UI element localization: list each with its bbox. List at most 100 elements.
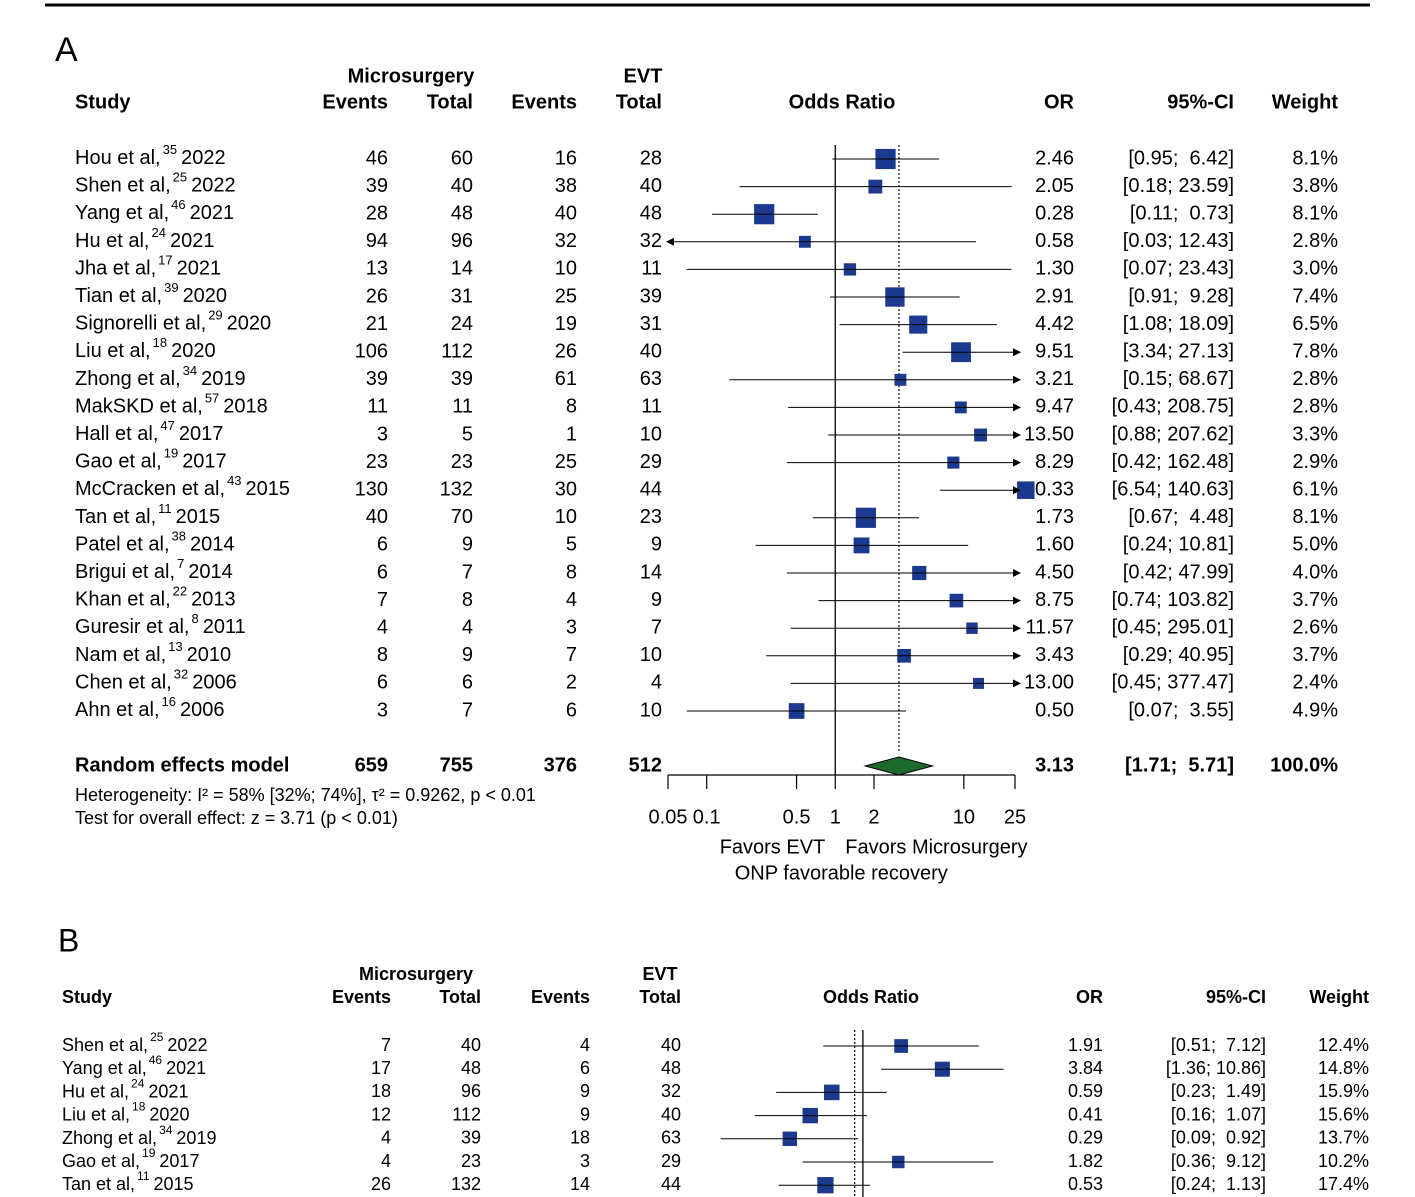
study-label: Liu et al, 18 2020 <box>62 1100 189 1125</box>
study-label: Patel et al, 38 2014 <box>75 529 234 556</box>
ci-arrow <box>1013 431 1021 439</box>
ci-cell: [0.51; 7.12] <box>1171 1035 1266 1055</box>
column-header: Study <box>62 987 112 1007</box>
study-year: 2021 <box>190 202 235 224</box>
weight-cell: 5.0% <box>1292 534 1338 556</box>
total-cell: 9 <box>462 534 473 556</box>
or-cell: 3.21 <box>1035 368 1074 390</box>
events-cell: 5 <box>566 534 577 556</box>
ci-cell: [0.07; 3.55] <box>1128 699 1234 721</box>
study-name: Gao et al, <box>62 1151 140 1171</box>
study-ref: 24 <box>131 1077 145 1091</box>
total-cell: 23 <box>461 1151 481 1171</box>
or-cell: 0.58 <box>1035 230 1074 252</box>
study-name: Liu et al, <box>75 340 151 362</box>
events-cell: 130 <box>355 478 388 500</box>
study-year: 2019 <box>201 368 246 390</box>
ci-cell: [0.45; 295.01] <box>1112 616 1234 638</box>
study-label: Gao et al, 19 2017 <box>75 446 227 473</box>
ci-arrow <box>1013 679 1021 688</box>
favors-label: Favors EVT <box>720 836 826 858</box>
group-header: EVT <box>642 964 677 984</box>
total-cell: 4 <box>651 672 662 694</box>
column-header: OR <box>1076 987 1103 1007</box>
study-ref: 29 <box>208 308 222 323</box>
events-cell: 39 <box>366 368 388 390</box>
study-year: 2022 <box>191 175 236 197</box>
events-cell: 21 <box>366 313 388 335</box>
study-name: Yang et al, <box>62 1058 147 1078</box>
events-cell: 32 <box>555 230 577 252</box>
column-header: 95%-CI <box>1167 91 1234 113</box>
weight-cell: 8.1% <box>1292 202 1338 224</box>
study-name: Khan et al, <box>75 589 171 611</box>
study-name: Guresir et al, <box>75 616 189 638</box>
total-cell: 8 <box>462 589 473 611</box>
study-name: Nam et al, <box>75 644 166 666</box>
study-year: 2017 <box>182 451 227 473</box>
summary-label: Random effects model <box>75 754 289 776</box>
study-ref: 24 <box>151 225 165 240</box>
ci-cell: [0.36; 9.12] <box>1171 1151 1266 1171</box>
study-ref: 7 <box>177 556 184 571</box>
study-year: 2021 <box>170 230 215 252</box>
events-cell: 10 <box>555 258 577 280</box>
events-cell: 18 <box>371 1081 391 1101</box>
study-name: Hu et al, <box>62 1081 129 1101</box>
total-cell: 9 <box>651 534 662 556</box>
total-cell: 39 <box>461 1128 481 1148</box>
study-year: 2017 <box>159 1151 199 1171</box>
study-ref: 19 <box>142 1146 156 1160</box>
total-cell: 32 <box>640 230 662 252</box>
ci-cell: [0.43; 208.75] <box>1112 396 1234 418</box>
study-ref: 16 <box>162 694 176 709</box>
study-year: 2015 <box>176 506 221 528</box>
ci-cell: [0.03; 12.43] <box>1123 230 1234 252</box>
or-cell: 3.84 <box>1068 1058 1103 1078</box>
or-cell: 4.42 <box>1035 313 1074 335</box>
or-cell: 1.82 <box>1068 1151 1103 1171</box>
ci-arrow <box>1013 569 1021 577</box>
total-cell: 40 <box>640 340 662 362</box>
events-cell: 9 <box>580 1081 590 1101</box>
group-header: Microsurgery <box>348 65 476 87</box>
study-year: 2006 <box>180 699 225 721</box>
weight-cell: 2.8% <box>1292 368 1338 390</box>
column-header: Total <box>439 987 481 1007</box>
study-year: 2020 <box>171 340 216 362</box>
or-cell: 0.53 <box>1068 1174 1103 1194</box>
weight-cell: 7.8% <box>1292 340 1338 362</box>
column-header: Weight <box>1309 987 1369 1007</box>
events-cell: 39 <box>366 175 388 197</box>
total-cell: 14 <box>451 258 473 280</box>
study-year: 2021 <box>166 1058 206 1078</box>
ci-cell: [0.15; 68.67] <box>1123 368 1234 390</box>
events-cell: 2 <box>566 672 577 694</box>
study-label: Hu et al, 24 2021 <box>62 1077 188 1102</box>
study-name: Yang et al, <box>75 202 169 224</box>
weight-cell: 7.4% <box>1292 285 1338 307</box>
ci-cell: [0.09; 0.92] <box>1171 1128 1266 1148</box>
events-cell: 10 <box>555 506 577 528</box>
weight-cell: 3.8% <box>1292 175 1338 197</box>
or-cell: 0.50 <box>1035 699 1074 721</box>
study-ref: 17 <box>158 253 172 268</box>
column-header: Events <box>322 91 388 113</box>
total-cell: 44 <box>640 478 662 500</box>
events-cell: 7 <box>377 589 388 611</box>
summary-cell: 3.13 <box>1035 754 1074 776</box>
total-cell: 7 <box>462 699 473 721</box>
ci-cell: [0.24; 10.81] <box>1123 534 1234 556</box>
ci-cell: [1.08; 18.09] <box>1123 313 1234 335</box>
study-year: 2018 <box>223 396 268 418</box>
study-name: Shen et al, <box>62 1035 148 1055</box>
or-cell: 2.05 <box>1035 175 1074 197</box>
total-cell: 29 <box>640 451 662 473</box>
total-cell: 39 <box>451 368 473 390</box>
study-label: Shen et al, 25 2022 <box>62 1030 207 1055</box>
study-year: 2022 <box>181 147 226 169</box>
ci-cell: [0.67; 4.48] <box>1128 506 1234 528</box>
study-year: 2010 <box>187 644 232 666</box>
weight-cell: 6.5% <box>1292 313 1338 335</box>
or-cell: 1.60 <box>1035 534 1074 556</box>
